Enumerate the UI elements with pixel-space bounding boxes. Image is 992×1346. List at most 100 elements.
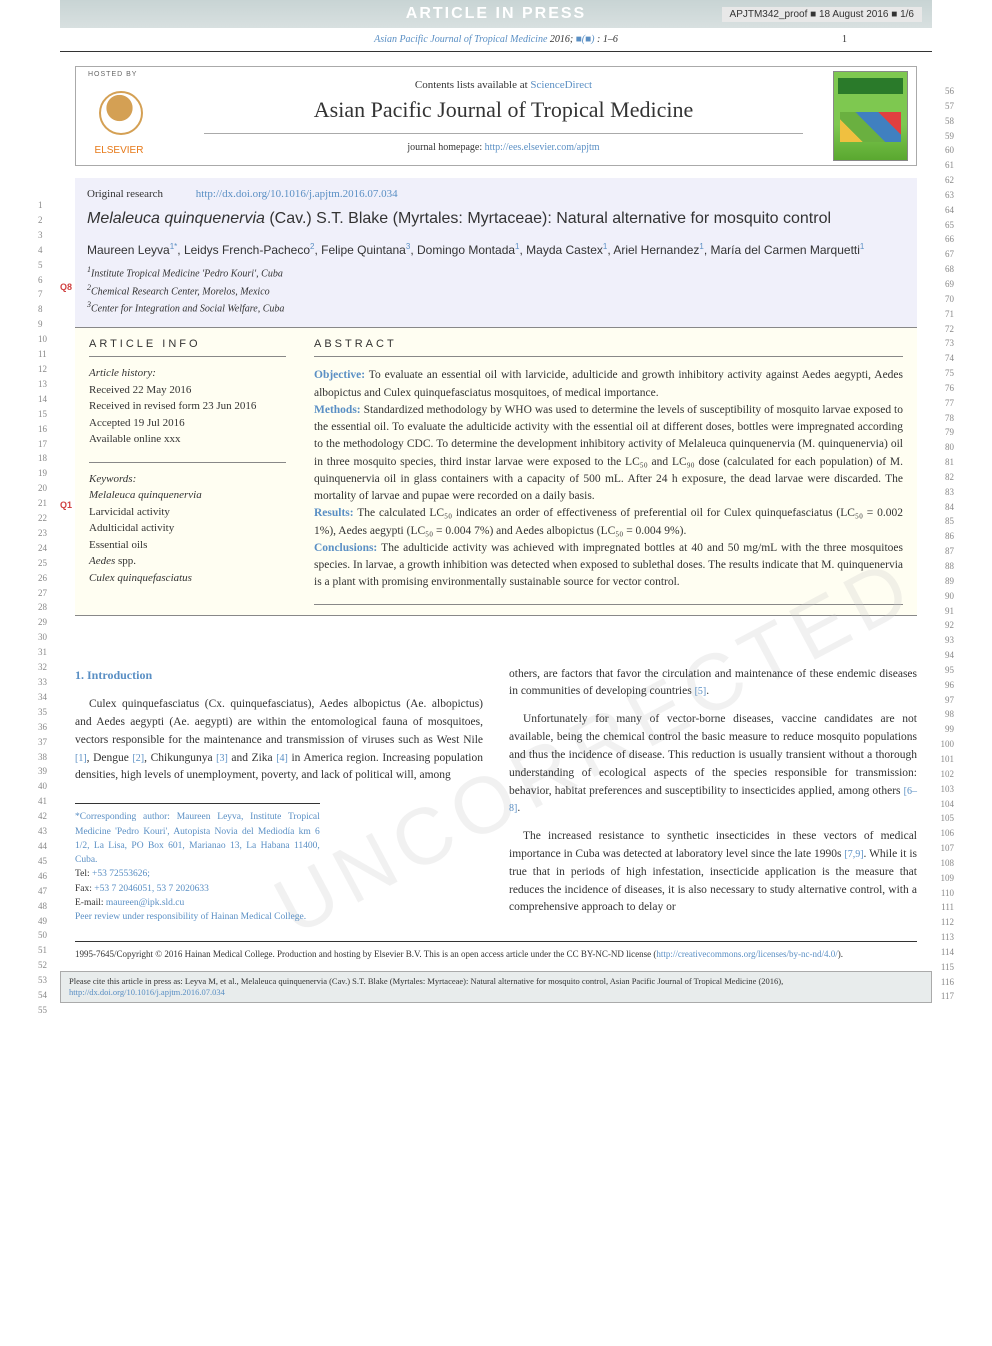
intro-p1-d: and Zika	[228, 752, 276, 764]
body-two-column: 1. Introduction Culex quinquefasciatus (…	[75, 666, 917, 928]
column-right: others, are factors that favor the circu…	[509, 666, 917, 928]
copyright-line: 1995-7645/Copyright © 2016 Hainan Medica…	[75, 941, 917, 961]
elsevier-logo: ELSEVIER	[84, 76, 154, 156]
received-date: Received 22 May 2016	[89, 382, 286, 399]
ref-4[interactable]: [4]	[276, 753, 288, 764]
abs-conclusions-label: Conclusions:	[314, 542, 377, 554]
affil3-text: Center for Integration and Social Welfar…	[91, 303, 284, 314]
kw5-italic: Aedes	[89, 555, 115, 567]
copyright-text: 1995-7645/Copyright © 2016 Hainan Medica…	[75, 949, 656, 959]
col2-para-3: The increased resistance to synthetic in…	[509, 828, 917, 917]
proof-pages: 1/6	[900, 9, 914, 20]
proof-id: APJTM342_proof	[730, 9, 808, 20]
fn-tel-value: +53 72553626;	[92, 869, 150, 879]
citation-year: 2016;	[550, 34, 573, 45]
affiliation-2: 2Chemical Research Center, Morelos, Mexi…	[87, 283, 905, 297]
cc-license-link[interactable]: http://creativecommons.org/licenses/by-n…	[656, 949, 837, 959]
col2-para-1: others, are factors that favor the circu…	[509, 666, 917, 702]
keyword-5: Aedes spp.	[89, 553, 286, 570]
line-numbers-left: 1234567891011121314151617181920212223242…	[38, 198, 47, 1018]
abs-objective-label: Objective:	[314, 369, 365, 381]
contents-line: Contents lists available at ScienceDirec…	[174, 79, 833, 91]
homepage-url[interactable]: http://ees.elsevier.com/apjtm	[485, 142, 600, 153]
abs-objective-text: To evaluate an essential oil with larvic…	[314, 369, 903, 398]
ref-3[interactable]: [3]	[216, 753, 228, 764]
ref-5[interactable]: [5]	[695, 686, 707, 697]
footnotes: *Corresponding author: Maureen Leyva, In…	[75, 803, 320, 924]
fn-tel: Tel: +53 72553626;	[75, 867, 320, 881]
abstract-heading: ABSTRACT	[314, 338, 903, 357]
doi-link[interactable]: http://dx.doi.org/10.1016/j.apjtm.2016.0…	[196, 188, 398, 200]
affiliations: 1Institute Tropical Medicine 'Pedro Kour…	[87, 265, 905, 314]
fn-fax-value: +53 7 2046051, 53 7 2020633	[94, 884, 209, 894]
fn-corresponding: *Corresponding author: Maureen Leyva, In…	[75, 810, 320, 867]
top-banner: ARTICLE IN PRESS APJTM342_proof ■ 18 Aug…	[60, 0, 932, 28]
abs-conclusions-text: The adulticide activity was achieved wit…	[314, 542, 903, 589]
article-info-col: ARTICLE INFO Article history: Received 2…	[75, 328, 300, 614]
col2-p2-b: .	[517, 802, 520, 814]
article-info-heading: ARTICLE INFO	[89, 338, 286, 357]
title-species: Melaleuca quinquenervia	[87, 210, 265, 227]
intro-heading: 1. Introduction	[75, 666, 483, 685]
ref-1[interactable]: [1]	[75, 753, 87, 764]
hosted-by-label: HOSTED BY	[88, 71, 137, 78]
article-in-press-label: ARTICLE IN PRESS	[406, 5, 586, 23]
abs-methods-text: Standardized methodology by WHO was used…	[314, 404, 903, 502]
article-type: Original research	[87, 188, 163, 200]
keywords-label: Keywords:	[89, 471, 286, 488]
query-marker-q8: Q8	[60, 282, 72, 292]
citation-vol: ■(■)	[576, 34, 595, 45]
fn-email: E-mail: maureen@ipk.sld.cu	[75, 896, 320, 910]
keyword-3: Adulticidal activity	[89, 520, 286, 537]
cite-doi-link[interactable]: http://dx.doi.org/10.1016/j.apjtm.2016.0…	[69, 987, 225, 997]
fn-fax: Fax: +53 7 2046051, 53 7 2020633	[75, 882, 320, 896]
intro-p1-a: Culex quinquefasciatus (Cx. quinquefasci…	[75, 698, 483, 746]
cite-this-article-box: Please cite this article in press as: Le…	[60, 971, 932, 1003]
keyword-1: Melaleuca quinquenervia	[89, 489, 202, 501]
ref-7-9[interactable]: [7,9]	[844, 849, 863, 860]
fn-email-value[interactable]: maureen@ipk.sld.cu	[106, 898, 184, 908]
abs-results-label: Results:	[314, 507, 354, 519]
info-abstract-row: ARTICLE INFO Article history: Received 2…	[75, 327, 917, 615]
query-marker-q1: Q1	[60, 500, 72, 510]
article-title: Melaleuca quinquenervia (Cav.) S.T. Blak…	[87, 208, 905, 230]
abs-methods-label: Methods:	[314, 404, 361, 416]
ref-2[interactable]: [2]	[132, 753, 144, 764]
citation-journal: Asian Pacific Journal of Tropical Medici…	[374, 34, 547, 45]
proof-sep: ■	[810, 9, 816, 20]
revised-date: Received in revised form 23 Jun 2016	[89, 398, 286, 415]
kw5-suffix: spp.	[115, 555, 136, 567]
abstract-col: ABSTRACT Objective: To evaluate an essen…	[300, 328, 917, 614]
affiliation-1: 1Institute Tropical Medicine 'Pedro Kour…	[87, 265, 905, 279]
journal-title: Asian Pacific Journal of Tropical Medici…	[174, 97, 833, 123]
header-center: Contents lists available at ScienceDirec…	[174, 79, 833, 153]
article-type-line: Original research http://dx.doi.org/10.1…	[87, 188, 905, 200]
keyword-2: Larvicidal activity	[89, 504, 286, 521]
fn-peer-review: Peer review under responsibility of Hain…	[75, 910, 320, 924]
line-numbers-right: 5657585960616263646566676869707172737475…	[941, 84, 955, 1004]
keyword-4: Essential oils	[89, 537, 286, 554]
col2-p1-b: .	[706, 685, 709, 697]
column-left: 1. Introduction Culex quinquefasciatus (…	[75, 666, 483, 928]
cite-text: Please cite this article in press as: Le…	[69, 976, 783, 986]
affil1-text: Institute Tropical Medicine 'Pedro Kouri…	[91, 269, 283, 280]
intro-p1-c: , Chikungunya	[144, 752, 216, 764]
running-citation: Asian Pacific Journal of Tropical Medici…	[60, 28, 932, 52]
accepted-date: Accepted 19 Jul 2016	[89, 415, 286, 432]
copyright-end: ).	[838, 949, 843, 959]
homepage-line: journal homepage: http://ees.elsevier.co…	[204, 133, 803, 153]
affiliation-3: 3Center for Integration and Social Welfa…	[87, 300, 905, 314]
col2-p1-a: others, are factors that favor the circu…	[509, 668, 917, 698]
affil2-text: Chemical Research Center, Morelos, Mexic…	[91, 286, 270, 297]
contents-text: Contents lists available at	[415, 79, 530, 91]
fn-fax-label: Fax:	[75, 884, 94, 894]
proof-sep2: ■	[891, 9, 897, 20]
citation-pages: : 1–6	[597, 34, 618, 45]
proof-date: 18 August 2016	[819, 9, 889, 20]
sciencedirect-link[interactable]: ScienceDirect	[530, 79, 592, 91]
article-meta-block: Original research http://dx.doi.org/10.1…	[75, 178, 917, 327]
keywords-section: Keywords: Melaleuca quinquenervia Larvic…	[89, 462, 286, 587]
fn-tel-label: Tel:	[75, 869, 92, 879]
col2-p2-a: Unfortunately for many of vector-borne d…	[509, 713, 917, 796]
proof-info: APJTM342_proof ■ 18 August 2016 ■ 1/6	[722, 7, 922, 22]
